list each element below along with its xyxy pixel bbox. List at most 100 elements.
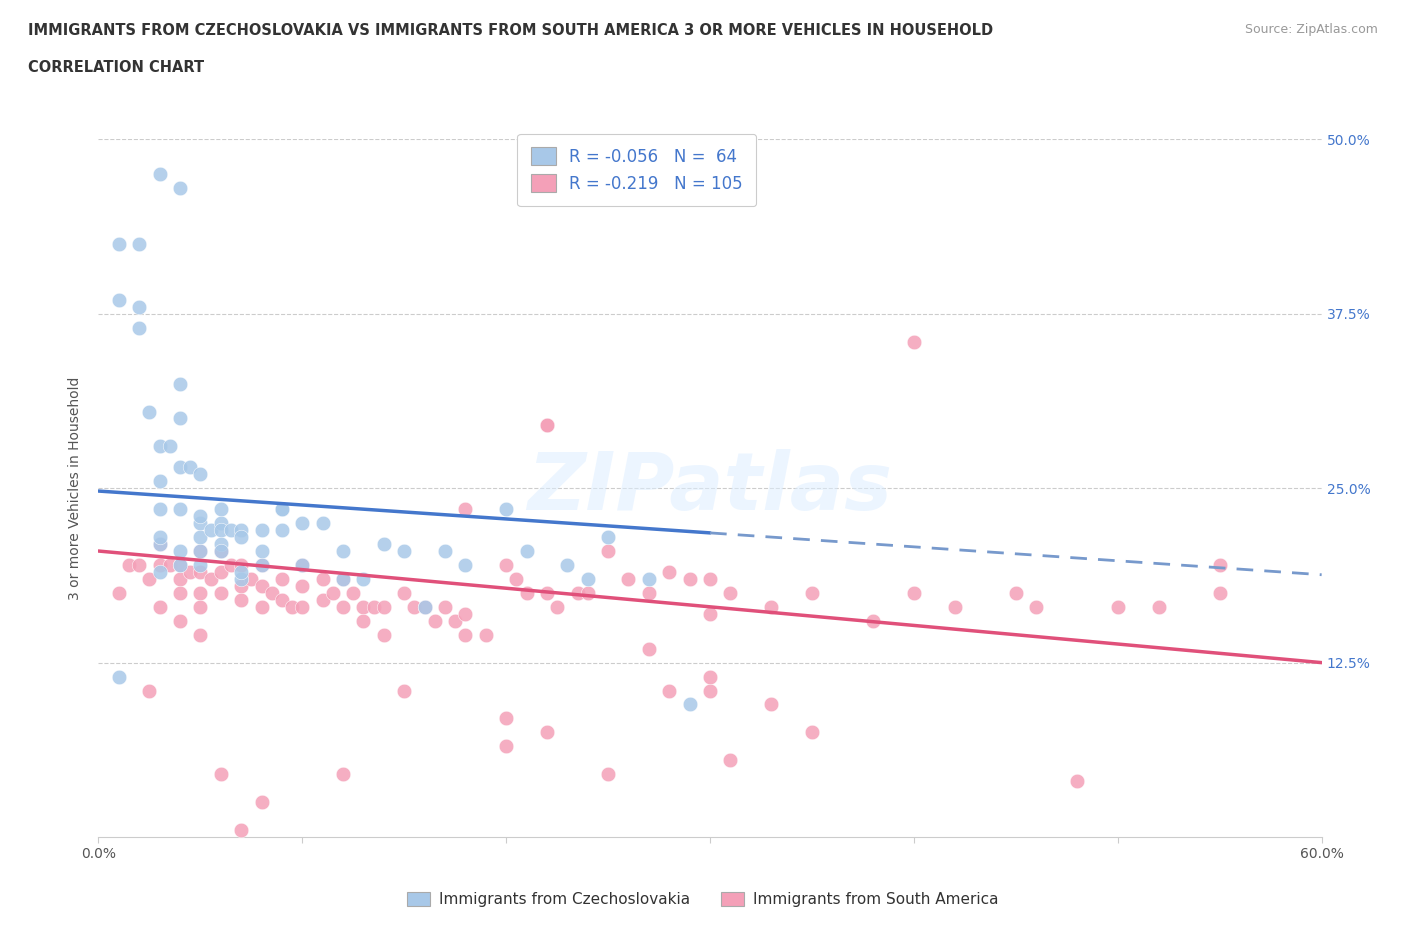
Point	[209, 766, 232, 781]
Point	[270, 502, 294, 517]
Point	[312, 515, 335, 530]
Point	[188, 530, 212, 545]
Point	[270, 571, 294, 587]
Point	[352, 571, 374, 587]
Point	[188, 543, 212, 558]
Point	[188, 515, 212, 530]
Point	[516, 586, 538, 601]
Point	[434, 600, 457, 615]
Point	[169, 558, 191, 573]
Point	[638, 571, 661, 587]
Point	[188, 586, 212, 601]
Point	[423, 614, 446, 629]
Point	[1066, 774, 1088, 789]
Point	[761, 600, 783, 615]
Point	[149, 439, 172, 454]
Point	[270, 523, 294, 538]
Point	[281, 600, 304, 615]
Point	[617, 571, 640, 587]
Point	[413, 600, 436, 615]
Point	[392, 543, 416, 558]
Point	[138, 683, 160, 698]
Point	[209, 543, 232, 558]
Point	[118, 558, 141, 573]
Point	[434, 543, 457, 558]
Point	[188, 509, 212, 524]
Point	[536, 586, 558, 601]
Point	[1004, 586, 1026, 601]
Point	[291, 578, 314, 593]
Point	[332, 571, 354, 587]
Point	[536, 725, 558, 740]
Point	[231, 530, 253, 545]
Point	[250, 523, 273, 538]
Point	[699, 606, 721, 621]
Point	[200, 523, 222, 538]
Point	[231, 523, 253, 538]
Point	[598, 766, 620, 781]
Point	[169, 411, 191, 426]
Point	[209, 523, 232, 538]
Point	[270, 502, 294, 517]
Point	[801, 725, 824, 740]
Point	[1209, 558, 1232, 573]
Text: ZIPatlas: ZIPatlas	[527, 449, 893, 527]
Point	[250, 558, 273, 573]
Point	[200, 571, 222, 587]
Point	[108, 293, 131, 308]
Point	[250, 794, 273, 809]
Point	[352, 614, 374, 629]
Point	[658, 683, 681, 698]
Point	[188, 467, 212, 482]
Point	[108, 586, 131, 601]
Point	[188, 565, 212, 579]
Point	[761, 698, 783, 712]
Point	[169, 180, 191, 196]
Point	[862, 614, 884, 629]
Point	[149, 167, 172, 182]
Point	[576, 571, 599, 587]
Point	[149, 537, 172, 551]
Point	[108, 237, 131, 252]
Point	[404, 600, 426, 615]
Point	[209, 586, 232, 601]
Point	[342, 586, 364, 601]
Point	[291, 600, 314, 615]
Point	[903, 586, 925, 601]
Point	[159, 439, 181, 454]
Point	[260, 586, 283, 601]
Point	[454, 502, 477, 517]
Point	[128, 320, 150, 336]
Point	[169, 614, 191, 629]
Point	[231, 578, 253, 593]
Point	[454, 558, 477, 573]
Point	[679, 571, 702, 587]
Point	[720, 586, 742, 601]
Point	[495, 738, 517, 753]
Point	[505, 571, 527, 587]
Point	[392, 586, 416, 601]
Point	[638, 642, 661, 657]
Point	[576, 586, 599, 601]
Point	[169, 376, 191, 391]
Point	[332, 571, 354, 587]
Point	[128, 299, 150, 314]
Point	[250, 600, 273, 615]
Point	[209, 515, 232, 530]
Point	[943, 600, 966, 615]
Point	[219, 523, 242, 538]
Text: Source: ZipAtlas.com: Source: ZipAtlas.com	[1244, 23, 1378, 36]
Point	[250, 578, 273, 593]
Point	[413, 600, 436, 615]
Point	[209, 565, 232, 579]
Point	[903, 334, 925, 349]
Point	[128, 237, 150, 252]
Point	[699, 670, 721, 684]
Point	[149, 537, 172, 551]
Point	[169, 558, 191, 573]
Point	[373, 537, 395, 551]
Point	[231, 571, 253, 587]
Point	[159, 558, 181, 573]
Point	[352, 600, 374, 615]
Legend: R = -0.056   N =  64, R = -0.219   N = 105: R = -0.056 N = 64, R = -0.219 N = 105	[517, 134, 756, 206]
